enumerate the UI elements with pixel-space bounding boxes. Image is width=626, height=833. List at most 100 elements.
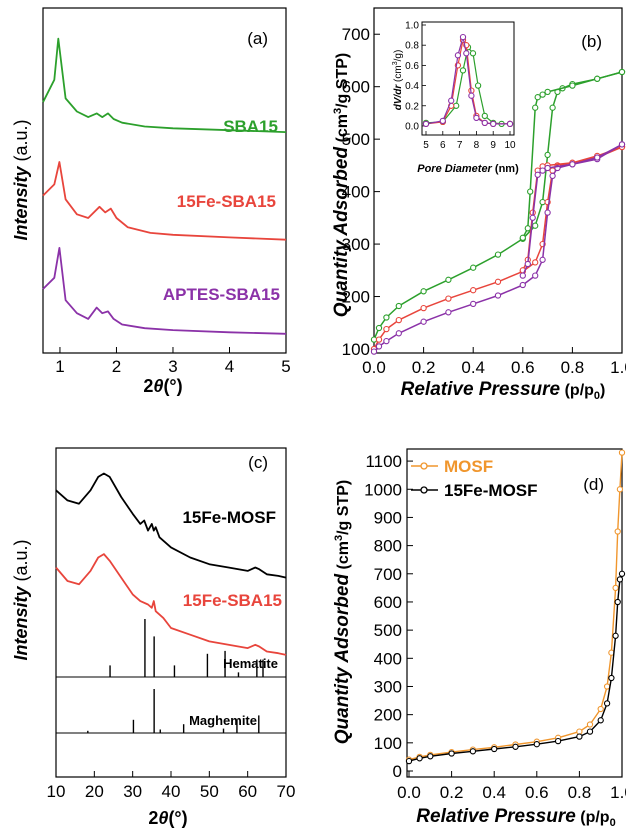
data-point-mosf <box>576 728 583 735</box>
inset-data-point-0 <box>474 82 482 89</box>
panel-c-label: (c) <box>248 453 268 472</box>
data-point-sba15-desorption <box>569 82 576 89</box>
panel-d-y-title: Quantity Adsorbed (cm3/g STP) <box>332 480 353 744</box>
panel-b-inset: 5 6 7 8 9 10 0.0 0.2 0.4 0.6 0.8 1.0 Pore Diameter … <box>392 21 519 176</box>
panel-a-y-title: Intensity (a.u.) <box>11 119 31 240</box>
data-point-sba15-adsorption <box>494 251 502 258</box>
data-point-sba15-adsorption <box>395 302 402 310</box>
data-point-15fe-sba15-adsorption <box>420 304 427 312</box>
data-point-sba15-adsorption <box>445 276 452 283</box>
x-tick-label: 30 <box>123 782 142 801</box>
panel-b-ticks: 0.0 0.2 0.4 0.6 0.8 1.0 100 200 300 400 500 600 700 <box>342 25 626 377</box>
y-tick-label: 1000 <box>364 480 402 499</box>
panel-d-legend: MOSF 15Fe-MOSF <box>411 457 538 500</box>
panel-a-frame <box>42 7 287 354</box>
inset-y-tick-label: 0.6 <box>405 61 419 72</box>
data-point-aptes-sba15-adsorption <box>544 209 551 216</box>
x-tick-label: 0.6 <box>525 783 549 802</box>
data-point-aptes-sba15-adsorption <box>532 272 539 279</box>
x-tick-label: 0.6 <box>511 358 535 377</box>
data-point-aptes-sba15-desorption <box>539 167 546 174</box>
data-point-sba15-desorption <box>618 68 626 76</box>
data-point-sba15-desorption <box>527 188 534 195</box>
data-point-15fe-mosf <box>597 717 604 724</box>
data-point-15fe-mosf <box>427 753 434 760</box>
data-point-sba15-desorption <box>519 234 526 241</box>
x-tick-label: 1 <box>55 357 64 376</box>
series-line-mosf <box>408 452 623 761</box>
data-point-15fe-mosf <box>491 745 498 753</box>
data-point-mosf <box>614 528 621 535</box>
x-tick-label: 50 <box>200 782 219 801</box>
inset-data-point-0 <box>469 50 477 57</box>
inset-frame <box>421 21 515 136</box>
inset-y-tick-label: 1.0 <box>405 21 419 32</box>
x-tick-label: 2 <box>112 357 121 376</box>
inset-x-title: Pore Diameter (nm) <box>417 163 519 175</box>
inset-data-point-0 <box>481 112 488 120</box>
data-point-aptes-sba15-desorption <box>529 214 536 221</box>
data-point-aptes-sba15-adsorption <box>519 281 526 289</box>
panel-a-x-ticks: 1 2 3 4 5 <box>55 347 291 376</box>
panel-a-x-title: 2θ(°) <box>143 376 182 396</box>
panel-d-x-title: Relative Pressure (p/p0 <box>416 806 615 829</box>
y-tick-label: 700 <box>342 25 370 44</box>
data-point-aptes-sba15-desorption <box>544 164 551 172</box>
y-tick-label: 300 <box>374 677 402 696</box>
inset-y-title: dV/dr (cm3/g) <box>392 50 404 111</box>
data-point-15fe-mosf <box>586 728 594 735</box>
data-point-15fe-mosf <box>448 750 455 757</box>
panel-c-reference-peaks <box>87 619 264 733</box>
inset-data-point-2 <box>454 52 462 59</box>
x-tick-label: 60 <box>238 782 257 801</box>
inset-data-point-2 <box>463 50 470 57</box>
inset-data-point-0 <box>459 67 467 74</box>
data-point-sba15-adsorption <box>539 198 546 206</box>
legend-15fe-mosf-marker <box>420 486 428 494</box>
y-tick-label: 400 <box>374 649 402 668</box>
panel-a-series <box>42 37 287 335</box>
x-tick-label: 1.0 <box>610 358 626 377</box>
y-tick-label: 200 <box>374 706 402 725</box>
data-point-sba15-adsorption <box>470 264 477 271</box>
x-tick-label: 10 <box>47 782 66 801</box>
inset-data-point-2 <box>481 119 488 127</box>
data-point-sba15-adsorption <box>420 288 427 295</box>
inset-y-tick-label: 0.8 <box>405 41 419 52</box>
data-point-aptes-sba15-desorption <box>524 260 531 268</box>
inset-data-point-2 <box>422 120 430 128</box>
inset-x-tick-label: 7 <box>457 140 463 151</box>
data-point-aptes-sba15-adsorption <box>370 348 378 355</box>
panel-c: (c) 10 20 30 40 50 60 70 15Fe-MOSF 15Fe-SBA15 … <box>11 447 295 828</box>
x-tick-label: 0.2 <box>440 783 464 802</box>
x-tick-label: 5 <box>281 357 290 376</box>
data-point-15fe-sba15-adsorption <box>383 325 390 333</box>
series-line-15fe-sba15-adsorption <box>373 146 623 350</box>
data-point-sba15-desorption <box>532 104 539 111</box>
data-point-sba15-desorption <box>534 94 541 101</box>
data-point-aptes-sba15-adsorption <box>445 309 452 316</box>
a-label-sba15: SBA15 <box>223 117 278 136</box>
panel-b-x-title: Relative Pressure (p/p0) <box>401 379 606 402</box>
y-tick-label: 400 <box>342 183 370 202</box>
panel-c-y-title: Intensity (a.u.) <box>11 539 31 660</box>
inset-y-tick-label: 0.2 <box>405 101 419 112</box>
data-point-aptes-sba15-desorption <box>519 272 526 279</box>
data-point-15fe-mosf <box>576 733 583 740</box>
legend-15fe-mosf-label: 15Fe-MOSF <box>444 481 538 500</box>
series-line-15fe-sba15 <box>42 161 287 241</box>
inset-y-tick-label: 0.4 <box>405 81 419 92</box>
panel-b-label: (b) <box>581 32 602 51</box>
panel-c-series <box>55 472 287 656</box>
x-tick-label: 20 <box>85 782 104 801</box>
inset-data-point-2 <box>459 33 467 41</box>
panel-b-frame <box>373 7 623 354</box>
data-point-aptes-sba15-desorption <box>618 141 626 148</box>
data-point-aptes-sba15-desorption <box>534 171 541 178</box>
x-tick-label: 0.8 <box>561 358 585 377</box>
inset-data-point-2 <box>473 114 480 122</box>
data-point-15fe-mosf <box>416 755 423 762</box>
x-tick-label: 1.0 <box>610 783 626 802</box>
data-point-sba15-desorption <box>594 75 601 82</box>
data-point-15fe-sba15-adsorption <box>532 259 539 266</box>
